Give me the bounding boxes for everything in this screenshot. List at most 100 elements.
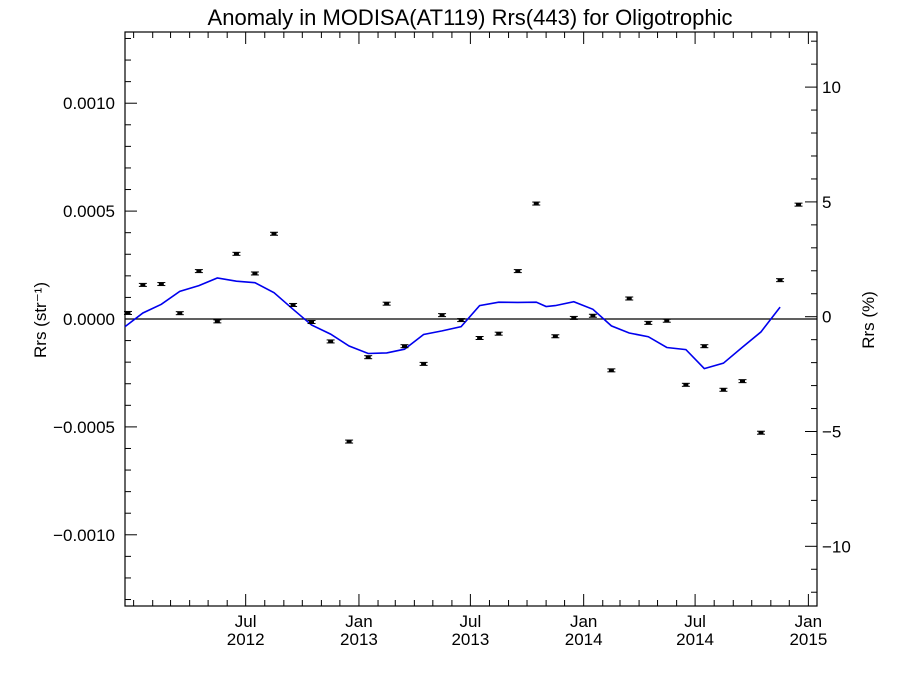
point-marker xyxy=(608,369,614,372)
data-point xyxy=(250,271,259,276)
data-point xyxy=(532,201,541,206)
data-point xyxy=(588,313,597,318)
right-y-axis: 10 5 0 −5 −10 xyxy=(805,40,851,593)
left-tick-label: −0.0005 xyxy=(53,418,115,437)
data-point xyxy=(232,251,241,256)
x-tick-month: Jan xyxy=(570,612,597,631)
data-point xyxy=(138,282,147,287)
data-point xyxy=(269,231,278,236)
right-tick-label: −5 xyxy=(822,423,841,442)
data-point xyxy=(625,296,634,301)
x-axis: Jul2012Jan2013Jul2013Jan2014Jul2014Jan20… xyxy=(133,32,827,649)
data-point xyxy=(307,320,316,325)
point-marker xyxy=(777,278,783,282)
point-marker xyxy=(701,344,707,348)
point-marker xyxy=(140,283,146,287)
data-point xyxy=(124,310,132,315)
data-point xyxy=(794,202,803,207)
data-point xyxy=(438,313,447,318)
data-point xyxy=(157,282,166,287)
data-point xyxy=(326,339,335,344)
x-tick-year: 2013 xyxy=(451,630,489,649)
data-point xyxy=(513,269,522,274)
x-tick-month: Jul xyxy=(235,612,257,631)
point-marker xyxy=(309,320,315,324)
data-point xyxy=(738,379,747,384)
chart-title: Anomaly in MODISA(AT119) Rrs(443) for Ol… xyxy=(208,5,733,30)
point-marker xyxy=(533,202,539,205)
data-point xyxy=(289,302,298,307)
x-tick-year: 2013 xyxy=(340,630,378,649)
data-point xyxy=(644,320,653,325)
data-point xyxy=(662,318,671,323)
point-marker xyxy=(365,355,371,359)
data-point xyxy=(681,382,690,387)
point-marker xyxy=(496,332,502,335)
point-marker xyxy=(740,379,746,383)
x-tick-month: Jul xyxy=(684,612,706,631)
data-point xyxy=(756,430,765,435)
point-marker xyxy=(590,314,596,318)
data-point xyxy=(551,334,560,339)
data-point xyxy=(457,318,466,323)
data-point xyxy=(382,301,391,306)
data-point xyxy=(400,344,409,349)
trend-line xyxy=(124,277,781,370)
point-marker xyxy=(252,272,258,275)
data-point xyxy=(175,311,184,316)
point-marker xyxy=(402,344,408,348)
left-tick-label: 0.0000 xyxy=(63,310,115,329)
right-axis-label: Rrs (%) xyxy=(859,291,878,349)
point-marker xyxy=(796,203,802,206)
point-marker xyxy=(664,319,670,323)
data-point xyxy=(569,315,578,320)
data-point xyxy=(213,319,222,324)
point-marker xyxy=(720,388,726,392)
x-tick-month: Jan xyxy=(795,612,822,631)
data-point xyxy=(194,269,203,274)
x-tick-year: 2014 xyxy=(565,630,603,649)
point-marker xyxy=(384,302,390,305)
data-point xyxy=(345,439,354,444)
point-marker xyxy=(196,269,202,273)
data-point xyxy=(607,368,616,373)
right-tick-label: 0 xyxy=(822,308,831,327)
data-point xyxy=(776,278,785,283)
x-tick-month: Jul xyxy=(460,612,482,631)
x-tick-year: 2015 xyxy=(789,630,827,649)
point-marker xyxy=(421,362,427,366)
data-point xyxy=(494,331,503,336)
point-marker xyxy=(233,252,239,256)
point-marker xyxy=(125,311,131,315)
point-marker xyxy=(158,282,164,286)
data-point xyxy=(719,387,728,392)
point-marker xyxy=(458,318,464,322)
data-point xyxy=(364,355,373,360)
point-marker xyxy=(328,340,334,343)
point-marker xyxy=(683,383,689,387)
left-y-axis: 0.0010 0.0005 0.0000 −0.0005 −0.0010 xyxy=(53,37,137,601)
x-tick-year: 2012 xyxy=(227,630,265,649)
point-marker xyxy=(758,431,764,435)
point-marker xyxy=(515,269,521,273)
data-point xyxy=(700,344,709,349)
point-marker xyxy=(439,313,445,317)
right-tick-label: 10 xyxy=(822,78,841,97)
data-points xyxy=(124,201,803,444)
data-point xyxy=(419,361,428,366)
point-marker xyxy=(177,311,183,315)
left-axis-label: Rrs (str⁻¹) xyxy=(31,282,50,358)
point-marker xyxy=(571,316,577,320)
point-marker xyxy=(477,336,483,340)
point-marker xyxy=(552,334,558,338)
point-marker xyxy=(645,321,651,325)
point-marker xyxy=(271,232,277,236)
left-tick-label: 0.0010 xyxy=(63,94,115,113)
point-marker xyxy=(214,320,220,323)
x-tick-year: 2014 xyxy=(676,630,714,649)
data-point xyxy=(475,335,484,340)
left-tick-label: 0.0005 xyxy=(63,202,115,221)
left-tick-label: −0.0010 xyxy=(53,526,115,545)
point-marker xyxy=(626,297,632,300)
